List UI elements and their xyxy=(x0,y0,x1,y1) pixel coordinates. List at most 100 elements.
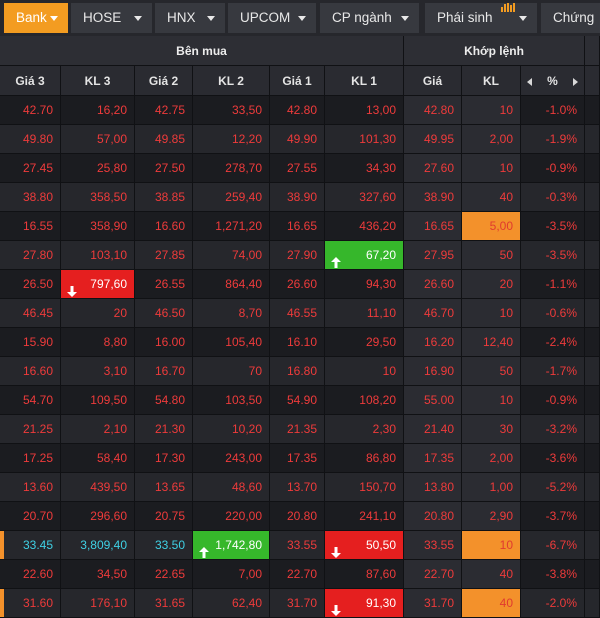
table-cell: 2,10 xyxy=(61,415,135,444)
cell-value: -3.5% xyxy=(545,248,577,262)
cell-value: 13.70 xyxy=(286,480,317,494)
cell-value: 10 xyxy=(499,538,513,552)
table-cell: 40 xyxy=(462,183,521,212)
table-cell: 22.65 xyxy=(135,560,193,589)
table-cell: 27.45 xyxy=(0,154,61,183)
tab-hose[interactable]: HOSE xyxy=(71,3,152,33)
cell-value: 22.65 xyxy=(154,567,185,581)
table-cell: 33.55 xyxy=(404,531,462,560)
table-cell: 16.70 xyxy=(135,357,193,386)
cell-value: 220,00 xyxy=(225,509,262,523)
tab-upcom[interactable]: UPCOM xyxy=(228,3,316,33)
table-cell: 27.80 xyxy=(0,241,61,270)
table-cell: 54.80 xyxy=(135,386,193,415)
table-cell: 13.65 xyxy=(135,473,193,502)
cell-value: 42.75 xyxy=(154,103,185,117)
cell-value: -1.1% xyxy=(545,277,577,291)
cell-value: 16.20 xyxy=(423,335,454,349)
table-cell: 17.30 xyxy=(135,444,193,473)
tab-bank[interactable]: Bank xyxy=(4,3,68,33)
table-cell-extra xyxy=(585,299,600,328)
cell-value: 20.80 xyxy=(286,509,317,523)
cell-value: 20.80 xyxy=(423,509,454,523)
arrow-down-icon xyxy=(331,540,341,559)
table-cell: 10 xyxy=(462,154,521,183)
cell-value: 20.70 xyxy=(22,509,53,523)
table-cell: 40 xyxy=(462,589,521,618)
cell-value: 40 xyxy=(499,567,513,581)
cell-value: 40 xyxy=(499,190,513,204)
table-cell-extra xyxy=(585,96,600,125)
table-cell: -5.2% xyxy=(521,473,585,502)
table-cell: 40 xyxy=(462,560,521,589)
tab-hnx[interactable]: HNX xyxy=(155,3,225,33)
cell-value: -6.7% xyxy=(545,538,577,552)
cell-value: -0.3% xyxy=(545,190,577,204)
table-cell: 16.60 xyxy=(135,212,193,241)
table-cell: 241,10 xyxy=(325,502,404,531)
table-cell: 101,30 xyxy=(325,125,404,154)
table-cell: 15.90 xyxy=(0,328,61,357)
tab-cp-ngành[interactable]: CP ngành xyxy=(320,3,419,33)
cell-value: 16.10 xyxy=(286,335,317,349)
cell-value: 91,30 xyxy=(365,596,396,610)
table-cell: 109,50 xyxy=(61,386,135,415)
cell-value: 31.60 xyxy=(22,596,53,610)
cell-value: 1,742,80 xyxy=(215,538,262,552)
cell-value: -1.9% xyxy=(545,132,577,146)
cell-value: 10 xyxy=(499,161,513,175)
table-cell-extra xyxy=(585,328,600,357)
cell-value: 22.60 xyxy=(22,567,53,581)
cell-value: 31.65 xyxy=(154,596,185,610)
cell-value: 439,50 xyxy=(90,480,127,494)
chevron-down-icon xyxy=(401,16,409,21)
cell-value: 33.50 xyxy=(154,538,185,552)
table-cell: 22.70 xyxy=(270,560,325,589)
table-cell: -2.4% xyxy=(521,328,585,357)
table-cell: 94,30 xyxy=(325,270,404,299)
scroll-left-icon[interactable] xyxy=(527,78,532,86)
table-cell: 25,80 xyxy=(61,154,135,183)
cell-value: -3.2% xyxy=(545,422,577,436)
table-cell: 70 xyxy=(193,357,270,386)
cell-value: 16.55 xyxy=(22,219,53,233)
cell-value: 7,00 xyxy=(238,567,262,581)
cell-value: 26.55 xyxy=(154,277,185,291)
cell-value: 17.35 xyxy=(423,451,454,465)
cell-value: -0.6% xyxy=(545,306,577,320)
column-header-label: Giá xyxy=(422,74,443,88)
cell-value: 54.90 xyxy=(286,393,317,407)
tab-chứng[interactable]: Chứng xyxy=(541,3,600,33)
table-cell: 20.80 xyxy=(404,502,462,531)
column-header-9[interactable]: % xyxy=(521,66,585,96)
scroll-right-icon[interactable] xyxy=(573,78,578,86)
table-cell: -3.7% xyxy=(521,502,585,531)
cell-value: 358,50 xyxy=(90,190,127,204)
cell-value: -2.4% xyxy=(545,335,577,349)
column-header-label: Giá 1 xyxy=(282,74,312,88)
cell-value: 86,80 xyxy=(365,451,396,465)
chevron-down-icon xyxy=(298,16,306,21)
cell-value: 46.45 xyxy=(22,306,53,320)
cell-value: 13.60 xyxy=(22,480,53,494)
table-cell: 103,50 xyxy=(193,386,270,415)
cell-value: 46.55 xyxy=(286,306,317,320)
table-cell: -1.0% xyxy=(521,96,585,125)
table-cell: 1,742,80 xyxy=(193,531,270,560)
cell-value: 31.70 xyxy=(286,596,317,610)
tab-label: Bank xyxy=(16,10,47,25)
table-cell-extra xyxy=(585,125,600,154)
cell-value: 12,20 xyxy=(231,132,262,146)
table-cell: 797,60 xyxy=(61,270,135,299)
table-cell: 108,20 xyxy=(325,386,404,415)
cell-value: 26.60 xyxy=(286,277,317,291)
table-cell: 10 xyxy=(462,96,521,125)
cell-value: 33.45 xyxy=(22,538,53,552)
table-cell: 57,00 xyxy=(61,125,135,154)
table-cell: 27.60 xyxy=(404,154,462,183)
table-cell: 16.20 xyxy=(404,328,462,357)
column-header-label: KL 1 xyxy=(351,74,377,88)
cell-value: 54.70 xyxy=(22,393,53,407)
tab-phái-sinh[interactable]: Phái sinh xyxy=(425,3,537,33)
table-cell: 49.95 xyxy=(404,125,462,154)
